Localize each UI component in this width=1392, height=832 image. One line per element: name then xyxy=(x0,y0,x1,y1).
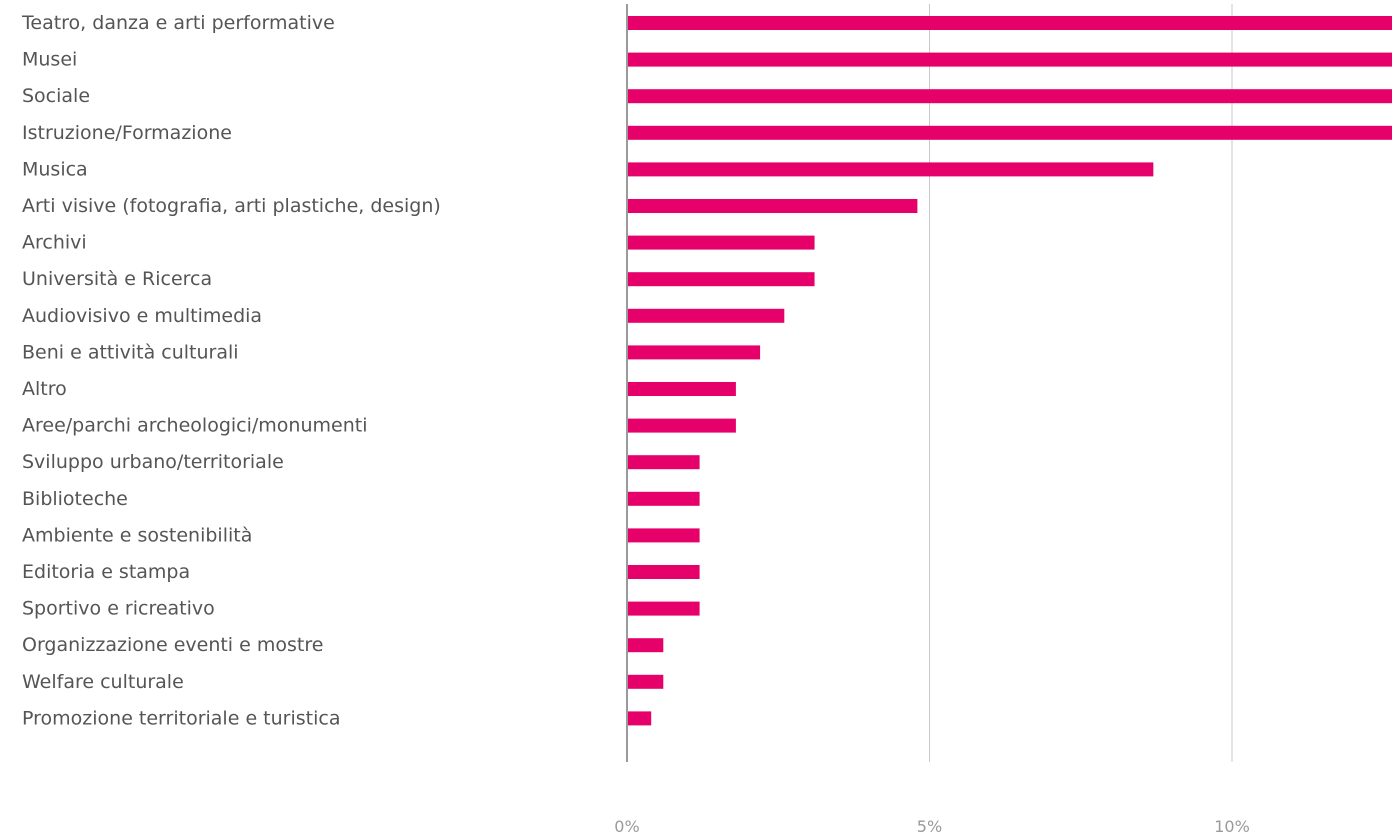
category-label: Sociale xyxy=(22,85,90,107)
bar xyxy=(627,711,652,726)
category-label: Beni e attività culturali xyxy=(22,341,239,363)
bar xyxy=(627,491,700,506)
bar xyxy=(627,199,918,213)
bar xyxy=(627,52,1392,67)
category-label: Biblioteche xyxy=(22,488,128,510)
bar xyxy=(627,528,700,543)
bar xyxy=(627,418,736,433)
bar xyxy=(627,455,700,470)
bar xyxy=(627,382,736,396)
category-label: Welfare culturale xyxy=(22,671,184,693)
bar xyxy=(627,162,1154,177)
category-label: Ambiente e sostenibilità xyxy=(22,524,252,546)
category-label: Arti visive (fotografia, arti plastiche,… xyxy=(22,195,441,217)
x-tick-label: 5% xyxy=(917,817,942,832)
category-label: Editoria e stampa xyxy=(22,561,190,583)
category-labels: Teatro, danza e arti performative Musei So… xyxy=(21,12,441,729)
x-axis-tick-labels: 0%5%10%15%20%25% xyxy=(614,817,1250,832)
category-label: Musica xyxy=(22,158,88,180)
category-label: Archivi xyxy=(22,232,87,254)
bar xyxy=(627,601,700,616)
bar xyxy=(627,125,1392,140)
bar xyxy=(627,235,815,250)
x-tick-label: 0% xyxy=(614,817,639,832)
bar xyxy=(627,308,785,323)
category-label: Sviluppo urbano/territoriale xyxy=(22,451,284,473)
bar xyxy=(627,272,815,287)
bar xyxy=(627,674,664,689)
category-label: Promozione territoriale e turistica xyxy=(22,707,340,729)
bars xyxy=(627,16,1392,726)
bar xyxy=(627,16,1392,30)
category-label: Sportivo e ricreativo xyxy=(22,598,215,620)
category-label: Altro xyxy=(22,378,67,400)
category-label: Università e Ricerca xyxy=(22,268,212,290)
x-tick-label: 10% xyxy=(1214,817,1250,832)
category-label: Aree/parchi archeologici/monumenti xyxy=(22,415,367,437)
gridlines xyxy=(929,4,1233,762)
category-label: Istruzione/Formazione xyxy=(22,122,232,144)
category-label: Teatro, danza e arti performative xyxy=(21,12,335,34)
category-label: Organizzazione eventi e mostre xyxy=(22,634,323,656)
bar xyxy=(627,638,664,653)
bar xyxy=(627,345,761,360)
category-label: Audiovisivo e multimedia xyxy=(22,305,262,327)
category-label: Musei xyxy=(22,49,77,71)
bar xyxy=(627,89,1392,104)
bar xyxy=(627,565,700,579)
